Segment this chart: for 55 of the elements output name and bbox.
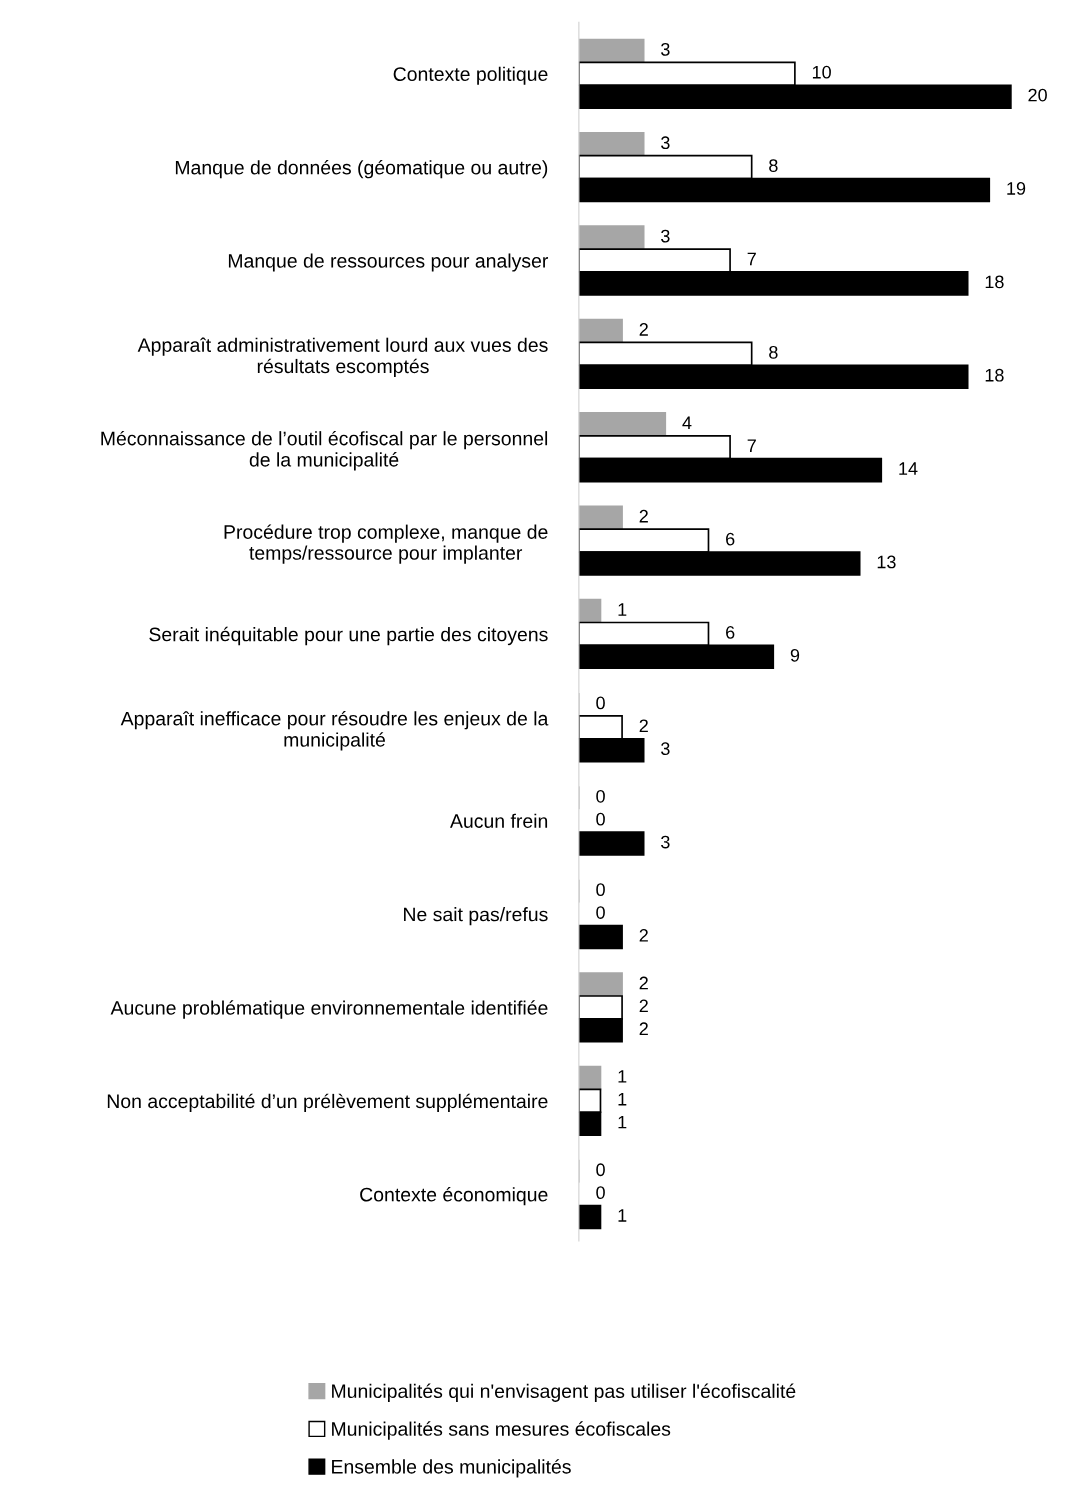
y-tick-label: Aucun frein: [450, 813, 548, 828]
data-label: 4: [682, 416, 692, 430]
data-label: 0: [596, 883, 605, 897]
data-label: 6: [726, 626, 735, 639]
data-label: 8: [769, 345, 778, 359]
data-label: 7: [747, 252, 756, 266]
y-tick-label: Aucune problématique environnementale identifiée: [110, 1000, 548, 1019]
data-label: 0: [596, 906, 605, 919]
data-label: 0: [596, 812, 605, 826]
data-label: 2: [639, 509, 648, 523]
data-label: 1: [618, 1115, 627, 1129]
data-label: 8: [769, 159, 778, 172]
legend-label: Municipalités qui n'envisagent pas utiliser l'écofiscalité: [332, 1383, 796, 1402]
data-label: 13: [877, 555, 896, 569]
y-tick-label: Contexte économique: [360, 1187, 548, 1206]
data-label: 1: [618, 1070, 627, 1083]
data-label: 2: [639, 719, 648, 733]
y-tick-label: Manque de ressources pour analyser: [228, 253, 549, 272]
data-label: 1: [618, 603, 627, 616]
data-label: 1: [618, 1093, 627, 1106]
data-label: 20: [1028, 88, 1047, 102]
y-tick-label: Apparaît inefficace pour résoudre les enjeux de la municipalité: [120, 711, 549, 751]
data-label: 0: [596, 1163, 605, 1177]
data-label: 18: [985, 275, 1004, 289]
data-label: 3: [661, 229, 670, 243]
y-tick-label: Méconnaissance de l’outil écofiscal par le personnel de la municipalité: [101, 430, 548, 471]
y-tick-label: Contexte politique: [393, 66, 548, 85]
data-label: 18: [985, 368, 1004, 382]
y-tick-label: Non acceptabilité d’un prélèvement supplémentaire: [107, 1093, 548, 1112]
data-label: 0: [596, 789, 605, 803]
data-label: 3: [661, 742, 670, 756]
data-label: 2: [639, 999, 648, 1013]
legend-label: Municipalités sans mesures écofiscales: [332, 1421, 671, 1440]
data-label: 3: [661, 42, 670, 56]
data-label: 6: [726, 532, 735, 546]
y-tick-label: Manque de données (géomatique ou autre): [175, 159, 548, 179]
data-label: 0: [596, 1186, 605, 1200]
y-tick-label: Serait inéquitable pour une partie des citoyens: [149, 626, 548, 646]
data-label: 2: [639, 323, 648, 336]
data-label: 19: [1007, 182, 1026, 195]
data-label: 2: [639, 976, 648, 990]
data-label: 1: [618, 1209, 627, 1222]
y-tick-label: Ne sait pas/refus: [404, 907, 548, 926]
y-tick-label: Procédure trop complexe, manque de temps/ressource pour implanter: [224, 524, 548, 564]
data-label: 7: [747, 439, 756, 452]
data-label: 3: [661, 136, 670, 150]
data-label: 9: [790, 648, 800, 662]
data-label: 2: [639, 1022, 648, 1035]
data-label: 10: [812, 65, 831, 79]
data-label: 2: [639, 929, 648, 942]
y-tick-label: Apparaît administrativement lourd aux vues des résultats escomptés: [137, 337, 548, 378]
data-label: 0: [596, 696, 605, 710]
data-label: 14: [899, 462, 918, 475]
data-label: 3: [661, 835, 670, 849]
legend-label: Ensemble des municipalités: [332, 1459, 571, 1478]
